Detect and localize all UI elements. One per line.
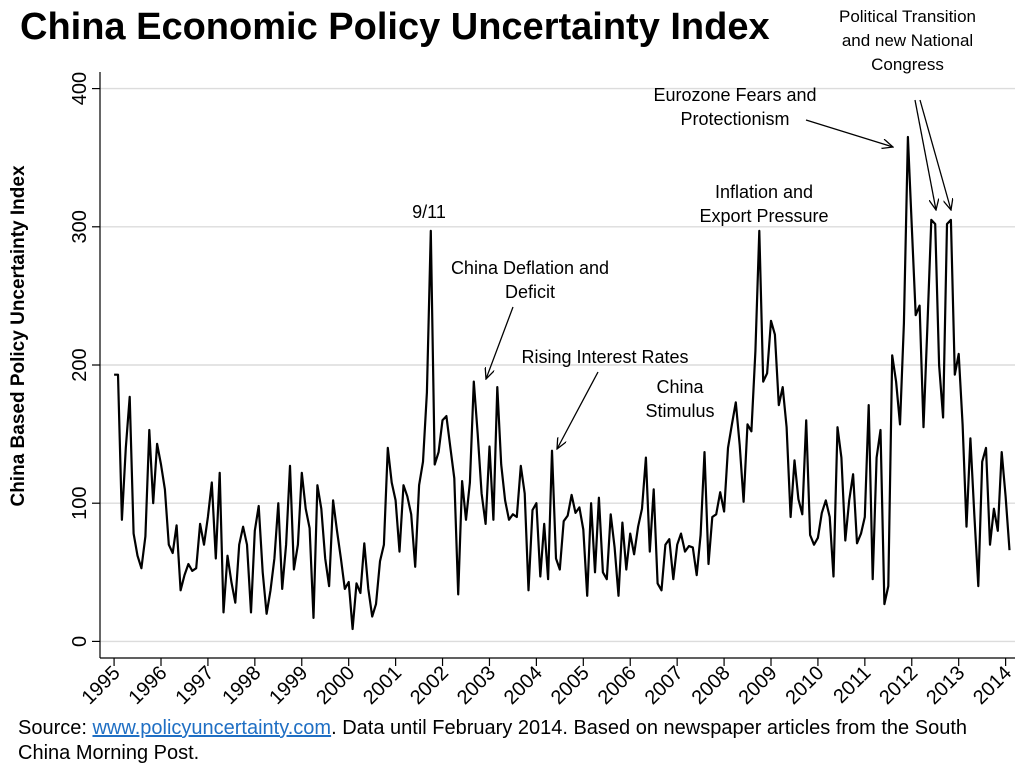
y-axis-ticks: 0 100 200 300 400 bbox=[69, 72, 100, 647]
annotation-rising-rates: Rising Interest Rates bbox=[521, 347, 688, 367]
x-tick-label: 1997 bbox=[171, 662, 218, 709]
annotation-eurozone: Eurozone Fears and Protectionism bbox=[653, 85, 817, 129]
x-tick-label: 2001 bbox=[359, 662, 406, 709]
annotation-deflation-box: China Deflation and Deficit bbox=[450, 258, 610, 302]
annotation-stimulus: China Stimulus bbox=[645, 377, 715, 421]
x-tick-label: 2002 bbox=[406, 662, 453, 709]
x-tick-label: 2014 bbox=[969, 662, 1016, 709]
source-prefix: Source: bbox=[18, 717, 93, 739]
annotation-political-box: Political Transition and new National Co… bbox=[838, 7, 976, 74]
annotations: 9/11 China Deflation and Deficit Rising … bbox=[412, 7, 976, 449]
series-group bbox=[114, 135, 1011, 631]
y-tick-label: 0 bbox=[69, 636, 91, 647]
y-tick-label: 300 bbox=[69, 210, 91, 243]
x-tick-label: 2004 bbox=[500, 662, 547, 709]
x-tick-label: 2003 bbox=[453, 662, 500, 709]
annotation-9-11: 9/11 bbox=[412, 202, 446, 222]
source-link[interactable]: www.policyuncertainty.com bbox=[92, 717, 332, 739]
annotation-inflation-box: Inflation and Export Pressure bbox=[699, 182, 829, 226]
x-tick-label: 1999 bbox=[265, 662, 312, 709]
y-axis-label: China Based Policy Uncertainty Index bbox=[8, 165, 29, 506]
gridlines bbox=[100, 87, 1015, 643]
y-tick-label: 200 bbox=[69, 348, 91, 381]
y-tick-label: 100 bbox=[69, 487, 91, 520]
source-note: Source: www.policyuncertainty.com. Data … bbox=[18, 716, 1008, 766]
x-tick-label: 2005 bbox=[547, 662, 594, 709]
arrow-rising-rates bbox=[557, 371, 599, 449]
x-tick-label: 2007 bbox=[641, 662, 688, 709]
x-tick-label: 2011 bbox=[829, 662, 875, 708]
arrow-political-2 bbox=[919, 99, 951, 210]
source-suffix: . Data until February 2014. Based on new… bbox=[18, 717, 968, 764]
annotation-inflation: Inflation and Export Pressure bbox=[699, 182, 829, 226]
annotation-eurozone-box: Eurozone Fears and Protectionism bbox=[653, 85, 817, 129]
x-tick-label: 2006 bbox=[594, 662, 641, 709]
x-tick-label: 2012 bbox=[875, 662, 922, 709]
arrow-political-1 bbox=[914, 99, 936, 210]
x-tick-label: 2010 bbox=[781, 662, 828, 709]
annotation-stimulus-box: China Stimulus bbox=[645, 377, 715, 421]
annotation-deflation: China Deflation and Deficit bbox=[450, 258, 610, 302]
chart-title: China Economic Policy Uncertainty Index bbox=[20, 6, 770, 48]
x-tick-label: 2000 bbox=[312, 662, 359, 709]
series-line-0 bbox=[114, 135, 1011, 631]
x-tick-label: 2013 bbox=[922, 662, 969, 709]
x-tick-label: 1998 bbox=[218, 662, 265, 709]
annotation-political: Political Transition and new National Co… bbox=[838, 7, 976, 74]
x-tick-label: 2008 bbox=[688, 662, 735, 709]
arrow-deflation bbox=[486, 306, 514, 379]
x-tick-label: 1996 bbox=[125, 662, 172, 709]
arrow-eurozone bbox=[805, 119, 893, 147]
x-axis-ticks: 1995 1996 1997 1998 1999 2000 2001 2002 2003 2004… bbox=[78, 658, 1016, 709]
x-tick-label: 1995 bbox=[78, 662, 125, 709]
y-tick-label: 400 bbox=[69, 72, 91, 105]
x-tick-label: 2009 bbox=[735, 662, 782, 709]
